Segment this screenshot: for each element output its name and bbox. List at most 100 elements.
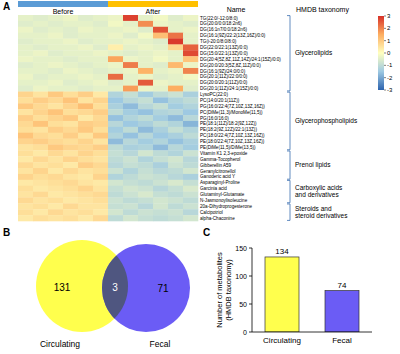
heatmap-cell bbox=[123, 80, 138, 86]
heatmap-cell bbox=[153, 33, 168, 39]
heatmap-cell bbox=[168, 44, 183, 50]
row-label: PG(16:0/16:0) bbox=[200, 116, 229, 121]
heatmap-cell bbox=[138, 44, 153, 50]
heatmap-cell bbox=[108, 68, 123, 74]
heatmap-cell bbox=[18, 50, 33, 56]
x-tick-label: Fecal bbox=[332, 336, 352, 345]
heatmap-cell bbox=[63, 109, 78, 115]
row-label: DG(20:0/20:1(11Z)/0:0) bbox=[200, 80, 248, 85]
data-label: 134 bbox=[275, 247, 289, 256]
heatmap-cell bbox=[183, 186, 198, 192]
heatmap-cell bbox=[33, 209, 48, 215]
group-name: and derivatives bbox=[295, 191, 339, 198]
heatmap-cell bbox=[108, 15, 123, 21]
heatmap-cell bbox=[78, 50, 93, 56]
row-label: DG(16:1n7/0:0/18:2n6) bbox=[200, 27, 247, 32]
group-bar bbox=[108, 1, 198, 7]
heatmap-cell bbox=[93, 80, 108, 86]
heatmap-cell bbox=[18, 21, 33, 27]
heatmap-cell bbox=[63, 33, 78, 39]
heatmap-cell bbox=[93, 97, 108, 103]
heatmap-cell bbox=[138, 133, 153, 139]
heatmap-cell bbox=[33, 192, 48, 198]
heatmap-cell bbox=[93, 197, 108, 203]
heatmap-cell bbox=[183, 121, 198, 127]
heatmap-cell bbox=[48, 74, 63, 80]
heatmap-cell bbox=[168, 192, 183, 198]
heatmap-cell bbox=[63, 174, 78, 180]
group-bracket bbox=[287, 204, 290, 220]
heatmap-cell bbox=[138, 62, 153, 68]
heatmap-cell bbox=[138, 186, 153, 192]
heatmap-cell bbox=[93, 180, 108, 186]
colorbar bbox=[378, 16, 384, 90]
row-label: alpha-Chaconine bbox=[200, 216, 235, 221]
heatmap-cell bbox=[168, 50, 183, 56]
heatmap-cell bbox=[168, 168, 183, 174]
heatmap-cell bbox=[183, 15, 198, 21]
heatmap-cell bbox=[63, 186, 78, 192]
heatmap-cell bbox=[153, 139, 168, 145]
row-label: PC(14:0/20:1(11Z)) bbox=[200, 98, 240, 103]
heatmap-cell bbox=[63, 162, 78, 168]
heatmap-cell bbox=[153, 150, 168, 156]
heatmap-cell bbox=[183, 144, 198, 150]
heatmap-cell bbox=[48, 115, 63, 121]
heatmap-cell bbox=[18, 109, 33, 115]
heatmap-cell bbox=[48, 27, 63, 33]
heatmap-cell bbox=[123, 133, 138, 139]
heatmap-cell bbox=[153, 44, 168, 50]
heatmap-cell bbox=[33, 15, 48, 21]
heatmap-cell bbox=[33, 162, 48, 168]
heatmap-cell bbox=[33, 39, 48, 45]
heatmap-cell bbox=[168, 121, 183, 127]
heatmap-cell bbox=[153, 215, 168, 221]
heatmap-cell bbox=[93, 186, 108, 192]
heatmap-cell bbox=[78, 86, 93, 92]
heatmap-cell bbox=[18, 203, 33, 209]
heatmap-cell bbox=[93, 215, 108, 221]
y-tick-label: 50 bbox=[239, 301, 247, 308]
heatmap-cell bbox=[138, 139, 153, 145]
rows-header: Name bbox=[227, 6, 246, 13]
heatmap-cell bbox=[93, 203, 108, 209]
heatmap-cell bbox=[138, 86, 153, 92]
group-name: Glycerophospholipids bbox=[295, 117, 358, 125]
heatmap-cell bbox=[123, 215, 138, 221]
heatmap-cell bbox=[63, 127, 78, 133]
group-name: steroid derivatives bbox=[295, 212, 348, 219]
heatmap-cell bbox=[18, 80, 33, 86]
y-axis-label: Number of metabolites bbox=[215, 252, 224, 328]
heatmap-cell bbox=[93, 133, 108, 139]
heatmap-cell bbox=[123, 127, 138, 133]
heatmap-cell bbox=[18, 162, 33, 168]
heatmap-cell bbox=[153, 162, 168, 168]
heatmap-cell bbox=[33, 115, 48, 121]
heatmap-cell bbox=[168, 103, 183, 109]
row-label: DG(20:0/20:3(5Z,8Z,11Z)/0:0) bbox=[200, 63, 261, 68]
heatmap-cell bbox=[48, 50, 63, 56]
heatmap-cell bbox=[33, 144, 48, 150]
heatmap-cell bbox=[138, 21, 153, 27]
heatmap-cell bbox=[108, 192, 123, 198]
heatmap-cell bbox=[18, 215, 33, 221]
heatmap-cell bbox=[108, 97, 123, 103]
heatmap-cell bbox=[18, 180, 33, 186]
heatmap-cell bbox=[183, 62, 198, 68]
heatmap-cell bbox=[63, 80, 78, 86]
group-name: Prenol lipids bbox=[295, 161, 331, 169]
colorbar-tick bbox=[384, 28, 386, 29]
heatmap-cell bbox=[78, 33, 93, 39]
row-label: DG(20:1(11Z)/22:0/0:0) bbox=[200, 74, 248, 79]
heatmap-cell bbox=[108, 92, 123, 98]
heatmap-cell bbox=[168, 139, 183, 145]
heatmap-cell bbox=[33, 27, 48, 33]
heatmap-cell bbox=[93, 144, 108, 150]
y-tick bbox=[249, 248, 252, 249]
heatmap-cell bbox=[168, 68, 183, 74]
panel-label: C bbox=[203, 227, 210, 238]
heatmap-cell bbox=[48, 180, 63, 186]
heatmap-cell bbox=[18, 33, 33, 39]
heatmap-cell bbox=[168, 162, 183, 168]
heatmap-cell bbox=[63, 62, 78, 68]
